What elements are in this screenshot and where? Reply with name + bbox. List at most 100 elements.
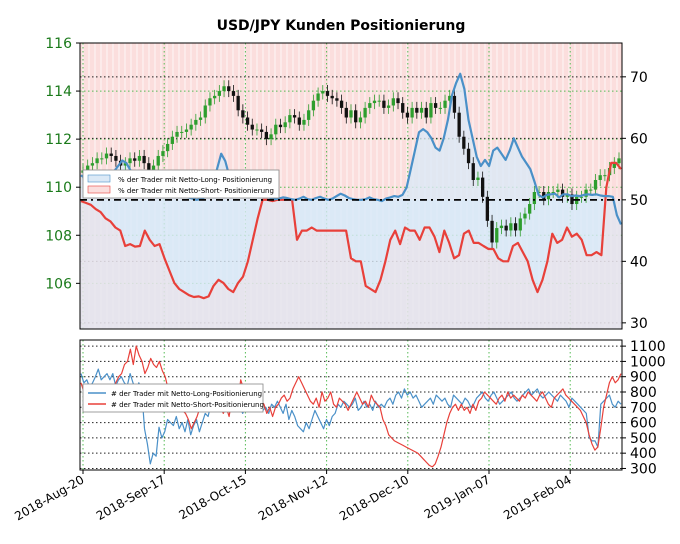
price-candle-body [424, 107, 428, 118]
price-candle-body [396, 98, 400, 104]
top-panel: 106 108 110 112 114 116 30 40 50 60 70 % der Trad… [45, 36, 648, 332]
price-candle-body [429, 103, 433, 118]
price-candle-body [250, 124, 254, 130]
top-left-axis: 106 108 110 112 114 116 [45, 36, 80, 292]
price-candle-body [457, 112, 461, 137]
price-candle-body [217, 91, 222, 96]
price-candle-body [161, 151, 165, 156]
price-candle-body [513, 223, 518, 231]
price-candle-body [245, 117, 250, 125]
price-candle-body [518, 218, 522, 231]
price-candle-body [184, 129, 189, 132]
right-axis-tick-label: 30 [630, 316, 648, 332]
legend-label-short-percent: % der Trader mit Netto-Short- Positionie… [118, 187, 274, 195]
price-candle-body [584, 189, 588, 197]
price-candle-body [589, 189, 593, 191]
price-candle-body [133, 158, 137, 161]
legend-label-short-count: # der Trader mit Netto-Short-Positionier… [111, 401, 264, 409]
price-candle-body [114, 155, 118, 161]
price-candle-body [354, 110, 358, 123]
price-candle-body [405, 112, 410, 118]
top-legend-box [82, 169, 280, 199]
price-candle-body [203, 105, 207, 118]
top-panel-frame [79, 42, 623, 330]
price-candle-body [170, 136, 174, 144]
price-candle-body [283, 122, 287, 128]
price-candle-body [151, 165, 156, 171]
right-axis-tick-label: 60 [630, 131, 648, 147]
long-count-line [80, 368, 622, 465]
bottom-legend-box [82, 383, 264, 413]
price-candle-body [377, 100, 381, 102]
price-candle-body [532, 192, 537, 205]
price-candle-body [311, 100, 316, 111]
price-candle-body [100, 158, 104, 160]
price-candle-body [452, 95, 457, 113]
price-candle-body [466, 148, 471, 164]
price-candle-body [499, 225, 504, 229]
price-candle-body [603, 175, 607, 177]
chart-title: USD/JPY Kunden Positionierung [217, 18, 466, 34]
price-candle-body [86, 165, 90, 171]
price-candle-body [495, 228, 499, 243]
right-axis-tick-label: 50 [630, 193, 648, 209]
legend-swatch-short-percent [87, 185, 111, 194]
price-candle-body [222, 86, 226, 92]
price-candle-body [156, 155, 160, 166]
price-candle-body [307, 110, 311, 120]
price-candle-body [335, 98, 339, 101]
bottom-axis-tick-label: 500 [630, 431, 657, 447]
price-candle-body [504, 225, 508, 231]
price-candle-body [485, 196, 490, 221]
price-candle-body [321, 91, 325, 94]
price-candle-body [194, 119, 198, 125]
price-candle-body [368, 103, 372, 108]
price-candle-body [264, 131, 269, 140]
left-axis-tick-label: 116 [45, 36, 72, 52]
price-candle-body [147, 163, 151, 171]
price-candle-body [551, 192, 555, 194]
price-candle-body [208, 98, 212, 106]
price-candle-body [433, 103, 438, 108]
bottom-panel-frame [79, 339, 623, 471]
price-candle-body [142, 155, 146, 164]
price-candle-body [570, 194, 574, 205]
price-candle-body [537, 192, 541, 194]
price-candle-body [175, 131, 179, 137]
top-right-axis: 30 40 50 60 70 [622, 70, 648, 332]
price-candle-body [523, 213, 527, 219]
bottom-axis-tick-label: 800 [630, 385, 657, 401]
price-candle-body [415, 107, 419, 113]
bottom-axis-tick-label: 1100 [630, 339, 666, 355]
price-candle-body [528, 204, 532, 214]
price-candle-body [325, 91, 330, 96]
price-candle-body [241, 110, 245, 118]
price-candle-body [462, 136, 466, 149]
price-candle-body [128, 158, 132, 164]
price-candle-body [386, 105, 391, 108]
price-candle-body [165, 143, 170, 152]
left-axis-tick-label: 110 [45, 180, 72, 196]
bottom-axis-tick-label: 600 [630, 416, 657, 432]
price-candle-body [391, 98, 395, 106]
left-axis-tick-label: 112 [45, 132, 72, 148]
bottom-axis-tick-label: 400 [630, 446, 657, 462]
top-legend: % der Trader mit Netto-Long- Positionier… [82, 169, 280, 199]
short-percent-area [80, 162, 622, 329]
price-candle-body [382, 100, 386, 108]
price-candle-body [349, 110, 353, 118]
price-candle-body [410, 107, 414, 118]
price-candle-body [302, 119, 306, 125]
left-axis-tick-label: 108 [45, 228, 72, 244]
price-candle-body [438, 107, 442, 109]
price-candle-body [565, 194, 569, 197]
price-candle-body [212, 95, 217, 99]
price-candle-body [123, 163, 127, 166]
price-candle-body [260, 129, 264, 132]
left-axis-tick-label: 106 [45, 276, 72, 292]
price-candle-body [579, 196, 584, 198]
price-candle-body [443, 100, 447, 108]
